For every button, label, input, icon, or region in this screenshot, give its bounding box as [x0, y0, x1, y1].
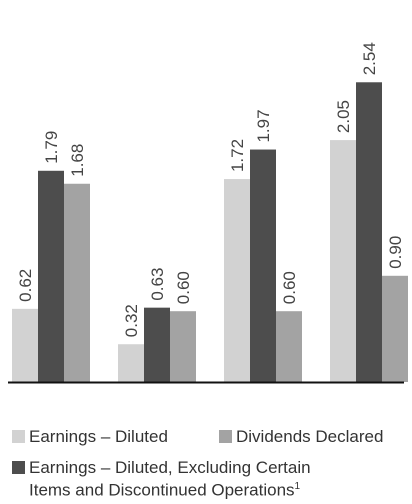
data-label-09-series-3: 0.60: [174, 271, 193, 304]
x-tick-label-10: 10: [254, 399, 273, 400]
data-label-08-series-3: 1.68: [68, 144, 87, 177]
data-label-10-series-3: 0.60: [280, 271, 299, 304]
bar-09-series-2: [144, 307, 170, 382]
bar-09-series-3: [170, 311, 196, 382]
legend-swatch-earnings-diluted: [12, 430, 25, 443]
bar-08-series-2: [38, 170, 64, 382]
legend-label-line-1: Earnings – Diluted, Excluding Certain: [29, 458, 311, 477]
data-label-10-series-2: 1.97: [254, 109, 273, 142]
bar-chart: 0.62 1.79 1.68 08 0.32 0.63 0.60 09 1.72 1.97 0.60…: [8, 42, 408, 400]
legend-swatch-dividends-declared: [219, 430, 232, 443]
data-label-09-series-2: 0.63: [148, 268, 167, 301]
data-label-11-series-3: 0.90: [386, 236, 405, 269]
bar-08-series-3: [64, 183, 90, 382]
data-label-11-series-1: 2.05: [334, 100, 353, 133]
legend-label-earnings-diluted: Earnings – Diluted: [29, 427, 168, 446]
bar-10-series-3: [276, 311, 302, 382]
x-tick-label-08: 08: [42, 399, 61, 400]
bar-11-series-3: [382, 275, 408, 382]
data-label-10-series-1: 1.72: [228, 139, 247, 172]
data-label-08-series-1: 0.62: [16, 269, 35, 302]
legend-item-earnings-excluding: Earnings – Diluted, Excluding Certain It…: [12, 458, 311, 500]
legend-label-dividends-declared: Dividends Declared: [236, 427, 384, 446]
bar-08-series-1: [12, 308, 38, 382]
legend-swatch-earnings-excluding: [12, 461, 25, 474]
bar-10-series-2: [250, 149, 276, 382]
legend-label-line-2: Items and Discontinued Operations1: [29, 477, 311, 500]
legend-item-dividends-declared: Dividends Declared: [219, 427, 383, 446]
legend-label-earnings-excluding: Earnings – Diluted, Excluding Certain It…: [29, 458, 311, 500]
x-tick-label-09: 09: [148, 399, 167, 400]
legend-label-line-2-text: Items and Discontinued Operations: [29, 480, 295, 500]
data-label-08-series-2: 1.79: [42, 131, 61, 164]
legend-item-earnings-diluted: Earnings – Diluted: [12, 427, 168, 446]
bar-09-series-1: [118, 344, 144, 382]
x-tick-label-11: 11: [360, 399, 378, 400]
data-label-11-series-2: 2.54: [360, 42, 379, 75]
bar-11-series-1: [330, 140, 356, 382]
bar-10-series-1: [224, 179, 250, 382]
footnote-marker: 1: [294, 481, 301, 492]
data-label-09-series-1: 0.32: [122, 304, 141, 337]
bar-11-series-2: [356, 82, 382, 382]
